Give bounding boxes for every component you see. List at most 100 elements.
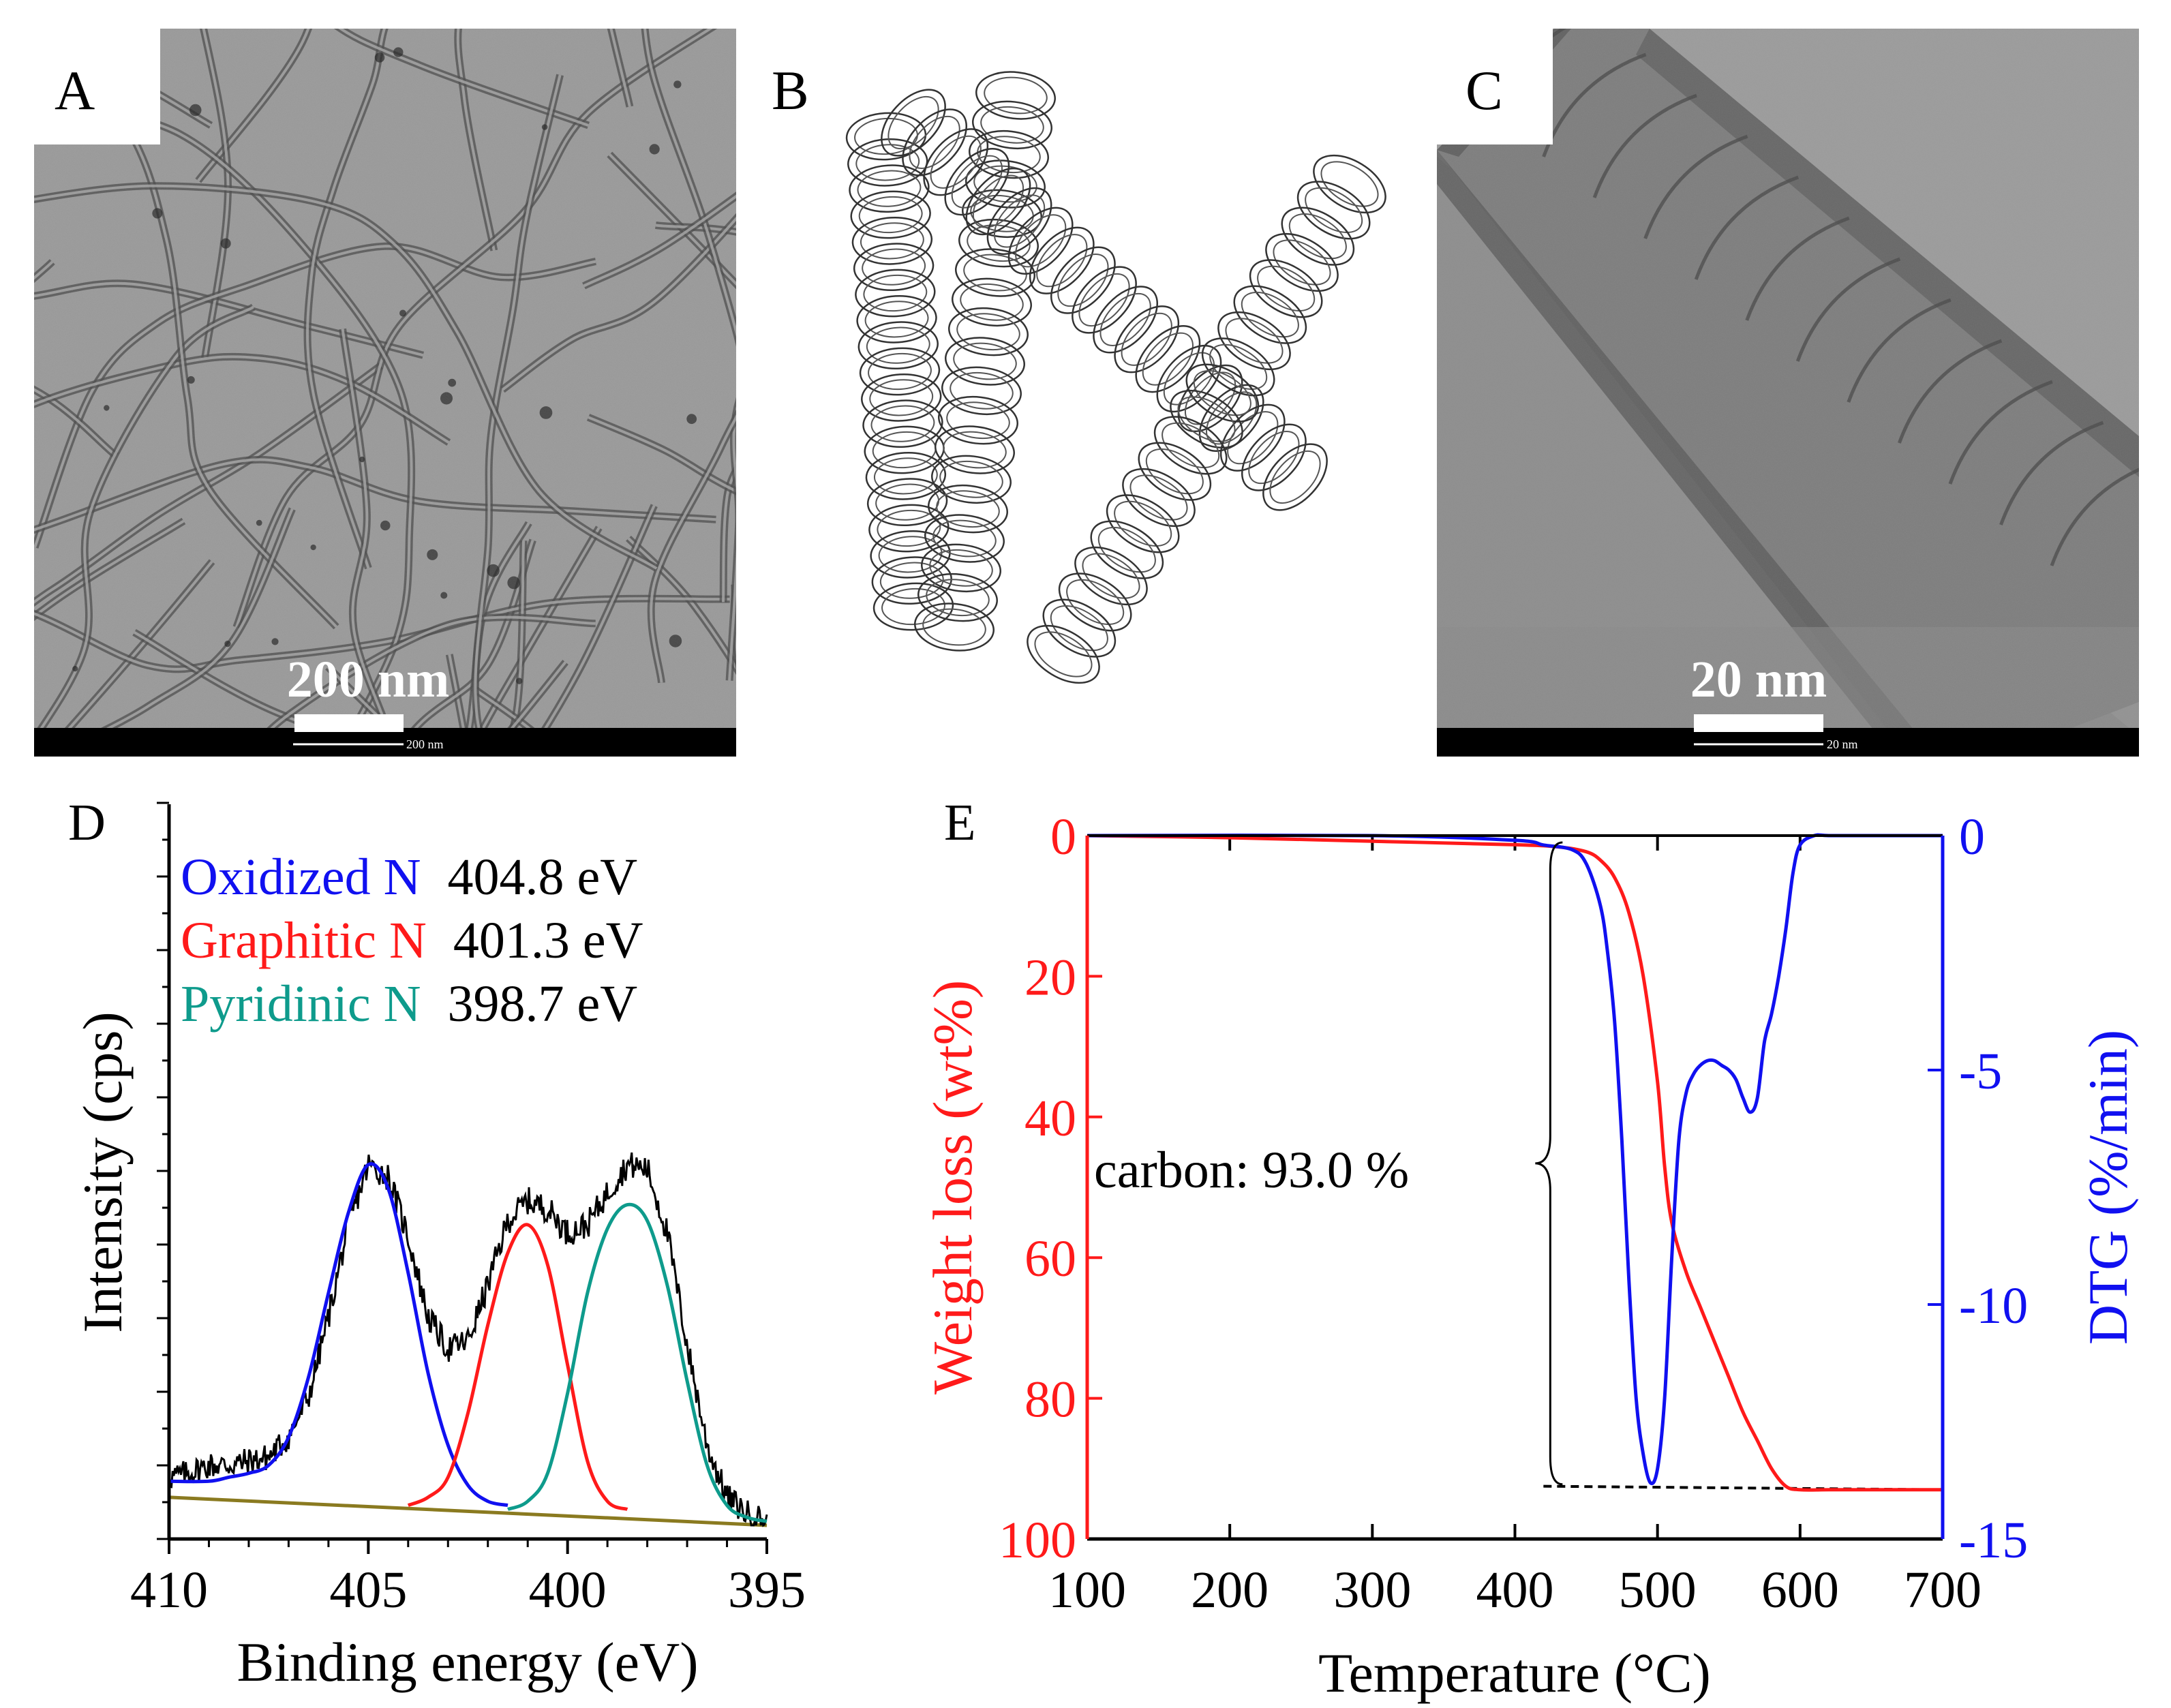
tube-ring-inner	[1305, 187, 1363, 233]
tube-ring-inner	[939, 460, 1003, 498]
tube-ring-inner	[1050, 605, 1108, 652]
tube-ring	[859, 347, 941, 396]
tube-ring	[1106, 494, 1180, 553]
e-series	[1087, 833, 1943, 1492]
e-left-tick-label: 100	[999, 1512, 1076, 1569]
e-left-tick-label: 20	[1024, 949, 1076, 1006]
tube-ring-inner	[930, 135, 982, 189]
carbon-annotation: carbon: 93.0 %	[1094, 1142, 1409, 1199]
tube-ring-inner	[877, 509, 941, 547]
tube-ring	[1217, 311, 1291, 371]
tube-ring	[1122, 468, 1196, 528]
bamboo-tube-schematic	[845, 71, 1386, 684]
tube-ring-inner	[967, 224, 1031, 262]
e-x-tick-label: 600	[1761, 1561, 1839, 1619]
tube-ring	[1313, 154, 1386, 214]
tube-ring	[924, 514, 1005, 563]
e-x-tick-label: 700	[1904, 1561, 1982, 1619]
tube-ring-inner	[1097, 527, 1156, 573]
tube-ring-inner	[1193, 370, 1251, 416]
e-x-axis-label: Temperature (°C)	[1318, 1642, 1711, 1704]
tube-ring-inner	[963, 254, 1027, 292]
tube-ring-inner	[943, 431, 1007, 469]
tube-ring-inner	[1225, 318, 1284, 364]
tube-ring-inner	[993, 194, 1046, 248]
tube-ring-inner	[1177, 396, 1236, 442]
tube-ring	[948, 307, 1029, 356]
legend-oxidized-n-name: Oxidized N	[181, 849, 421, 906]
tube-ring	[1296, 181, 1371, 240]
tube-ring	[917, 573, 998, 622]
legend-pyridinic-n: Pyridinic N 398.7 eV	[181, 975, 637, 1033]
tube-ring	[923, 128, 989, 196]
small-scale-label: 200 nm	[406, 737, 444, 751]
tube-ring-inner	[926, 579, 990, 617]
tube-ring-inner	[866, 326, 930, 364]
tube-ring	[975, 71, 1056, 120]
tube-ring	[945, 337, 1025, 386]
tube-ring-inner	[1078, 273, 1130, 327]
tube-ring	[1074, 546, 1148, 606]
tube-ring-inner	[922, 608, 986, 646]
panel-b-schematic: B	[772, 59, 1386, 684]
tube-ring	[871, 556, 952, 605]
tube-ring	[1058, 573, 1132, 632]
tube-ring	[1093, 286, 1159, 354]
e-axis-ticks: 100 200 300 400 500 600 700 0 20 40 60 80 100 0 -5 -10 -…	[999, 808, 2028, 1619]
tube-ring	[1153, 416, 1228, 475]
tube-ring	[935, 425, 1015, 474]
legend-graphitic-n-name: Graphitic N	[181, 912, 427, 969]
small-scale-label: 20 nm	[1827, 737, 1858, 751]
d-x-tick-label: 410	[130, 1561, 208, 1619]
d-series-graphitic-n	[407, 1223, 628, 1511]
scale-label: 200 nm	[287, 651, 450, 708]
tube-ring	[986, 187, 1052, 256]
tube-ring-inner	[881, 588, 945, 626]
tube-ring-inner	[1269, 450, 1321, 504]
tube-ring-inner	[1114, 500, 1172, 547]
tube-ring-inner	[984, 76, 1048, 115]
tube-ring-inner	[1162, 422, 1220, 468]
tube-ring	[857, 321, 939, 370]
tube-ring-inner	[1099, 292, 1151, 346]
tube-ring	[1201, 337, 1275, 397]
panel-label-box	[1437, 29, 1553, 144]
tube-ring-inner	[872, 431, 937, 469]
d-legend: Oxidized N 404.8 eV Graphitic N 401.3 eV…	[181, 849, 643, 1033]
tube-ring-inner	[870, 405, 935, 442]
e-right-axis-label: DTG (%/min)	[2077, 1030, 2139, 1345]
e-left-tick-label: 80	[1024, 1371, 1076, 1429]
nanotube-strand	[725, 397, 736, 681]
tube-ring	[1072, 266, 1137, 334]
e-right-tick-label: -15	[1959, 1512, 2028, 1569]
tube-ring-inner	[858, 196, 923, 234]
scale-bar	[1694, 714, 1823, 732]
tube-ring	[928, 484, 1008, 534]
e-left-tick-label: 0	[1050, 808, 1076, 866]
tube-ring	[847, 138, 928, 187]
tube-ring	[855, 269, 936, 318]
tube-ring	[902, 108, 968, 177]
panel-letter-c: C	[1466, 59, 1503, 121]
tube-ring-inner	[863, 274, 928, 312]
legend-oxidized-n: Oxidized N 404.8 eV	[181, 849, 637, 906]
tube-ring	[944, 148, 1010, 216]
tube-ring	[881, 89, 946, 157]
tube-ring	[865, 451, 947, 500]
tube-ring-inner	[878, 536, 943, 573]
tube-ring-inner	[1227, 411, 1279, 465]
tube-ring-inner	[1129, 474, 1188, 521]
image-grain	[1437, 29, 2139, 757]
e-right-tick-label: 0	[1959, 808, 1985, 866]
tube-ring	[1007, 207, 1074, 275]
tube-ring-inner	[1066, 579, 1125, 625]
tube-ring	[1233, 285, 1307, 344]
info-bar	[34, 728, 736, 757]
tube-ring	[1042, 598, 1117, 658]
tube-ring-inner	[953, 342, 1017, 380]
tube-ring-inner	[864, 301, 929, 338]
tube-ring-inner	[855, 144, 920, 181]
tube-ring-inner	[1145, 448, 1204, 495]
tube-ring-inner	[1248, 431, 1300, 485]
